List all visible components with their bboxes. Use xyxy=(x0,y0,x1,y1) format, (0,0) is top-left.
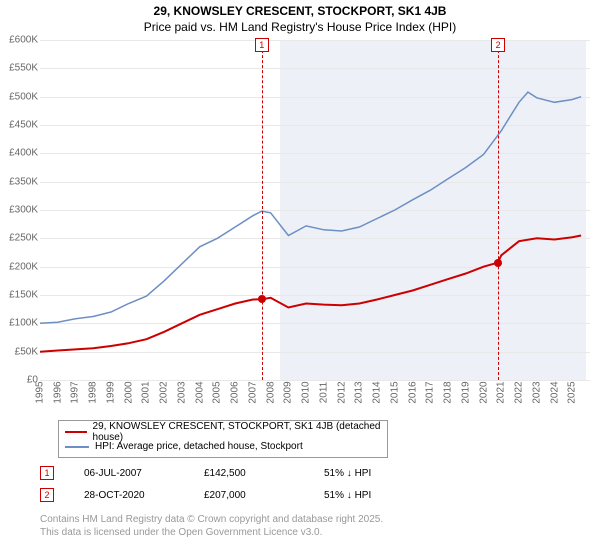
y-tick-label: £0 xyxy=(0,375,38,386)
x-tick-label: 2013 xyxy=(354,381,365,403)
legend-swatch xyxy=(65,446,89,448)
footer-line: Contains HM Land Registry data © Crown c… xyxy=(40,513,383,526)
sale-vline-marker: 2 xyxy=(491,38,505,52)
x-tick-label: 2024 xyxy=(549,381,560,403)
x-tick-label: 2009 xyxy=(283,381,294,403)
series-property xyxy=(40,236,581,352)
x-tick-label: 1995 xyxy=(35,381,46,403)
legend: 29, KNOWSLEY CRESCENT, STOCKPORT, SK1 4J… xyxy=(58,420,388,458)
y-tick-label: £550K xyxy=(0,63,38,74)
footer-attribution: Contains HM Land Registry data © Crown c… xyxy=(40,513,383,539)
x-tick-label: 2006 xyxy=(230,381,241,403)
y-tick-label: £150K xyxy=(0,290,38,301)
x-tick-label: 2012 xyxy=(336,381,347,403)
x-tick-label: 2002 xyxy=(159,381,170,403)
x-tick-label: 2010 xyxy=(301,381,312,403)
sale-vline-marker: 1 xyxy=(255,38,269,52)
series-hpi xyxy=(40,92,581,323)
chart-container: 29, KNOWSLEY CRESCENT, STOCKPORT, SK1 4J… xyxy=(0,0,600,560)
legend-swatch xyxy=(65,431,87,433)
x-tick-label: 2008 xyxy=(265,381,276,403)
legend-label: 29, KNOWSLEY CRESCENT, STOCKPORT, SK1 4J… xyxy=(93,421,381,443)
line-chart-svg xyxy=(40,40,590,380)
y-tick-label: £500K xyxy=(0,91,38,102)
legend-label: HPI: Average price, detached house, Stoc… xyxy=(95,441,303,452)
x-tick-label: 2001 xyxy=(141,381,152,403)
y-tick-label: £600K xyxy=(0,35,38,46)
x-tick-label: 2023 xyxy=(531,381,542,403)
sale-pct: 51% ↓ HPI xyxy=(324,468,424,479)
y-tick-label: £250K xyxy=(0,233,38,244)
y-tick-label: £100K xyxy=(0,318,38,329)
y-tick-label: £350K xyxy=(0,176,38,187)
y-tick-label: £50K xyxy=(0,346,38,357)
x-tick-label: 1996 xyxy=(52,381,63,403)
x-tick-label: 2021 xyxy=(496,381,507,403)
x-tick-label: 2025 xyxy=(567,381,578,403)
sale-dot xyxy=(494,259,502,267)
y-tick-label: £450K xyxy=(0,120,38,131)
sale-marker-box: 2 xyxy=(40,488,54,502)
x-tick-label: 1999 xyxy=(105,381,116,403)
x-tick-label: 2011 xyxy=(318,382,329,404)
y-tick-label: £200K xyxy=(0,261,38,272)
table-row: 1 06-JUL-2007 £142,500 51% ↓ HPI xyxy=(40,462,424,484)
y-tick-label: £400K xyxy=(0,148,38,159)
x-tick-label: 1997 xyxy=(70,381,81,403)
x-tick-label: 2018 xyxy=(443,381,454,403)
legend-item: 29, KNOWSLEY CRESCENT, STOCKPORT, SK1 4J… xyxy=(65,424,381,439)
sale-price: £142,500 xyxy=(204,468,324,479)
chart-area: £0£50K£100K£150K£200K£250K£300K£350K£400… xyxy=(40,40,590,398)
x-tick-label: 2003 xyxy=(176,381,187,403)
x-tick-label: 2004 xyxy=(194,381,205,403)
sale-marker-box: 1 xyxy=(40,466,54,480)
x-tick-label: 2015 xyxy=(389,381,400,403)
x-tick-label: 2016 xyxy=(407,381,418,403)
sale-dot xyxy=(258,295,266,303)
table-row: 2 28-OCT-2020 £207,000 51% ↓ HPI xyxy=(40,484,424,506)
sale-pct: 51% ↓ HPI xyxy=(324,490,424,501)
x-tick-label: 2000 xyxy=(123,381,134,403)
x-tick-label: 2017 xyxy=(425,381,436,403)
x-tick-label: 2014 xyxy=(372,381,383,403)
x-tick-label: 1998 xyxy=(88,381,99,403)
footer-line: This data is licensed under the Open Gov… xyxy=(40,526,383,539)
sale-date: 06-JUL-2007 xyxy=(84,468,204,479)
x-tick-label: 2020 xyxy=(478,381,489,403)
x-tick-label: 2007 xyxy=(247,381,258,403)
sale-price: £207,000 xyxy=(204,490,324,501)
chart-subtitle: Price paid vs. HM Land Registry's House … xyxy=(0,20,600,36)
x-tick-label: 2019 xyxy=(460,381,471,403)
x-tick-label: 2022 xyxy=(514,381,525,403)
plot-region: £0£50K£100K£150K£200K£250K£300K£350K£400… xyxy=(40,40,590,380)
sales-table: 1 06-JUL-2007 £142,500 51% ↓ HPI 2 28-OC… xyxy=(40,462,424,506)
chart-title: 29, KNOWSLEY CRESCENT, STOCKPORT, SK1 4J… xyxy=(0,0,600,20)
sale-date: 28-OCT-2020 xyxy=(84,490,204,501)
y-tick-label: £300K xyxy=(0,205,38,216)
x-tick-label: 2005 xyxy=(212,381,223,403)
